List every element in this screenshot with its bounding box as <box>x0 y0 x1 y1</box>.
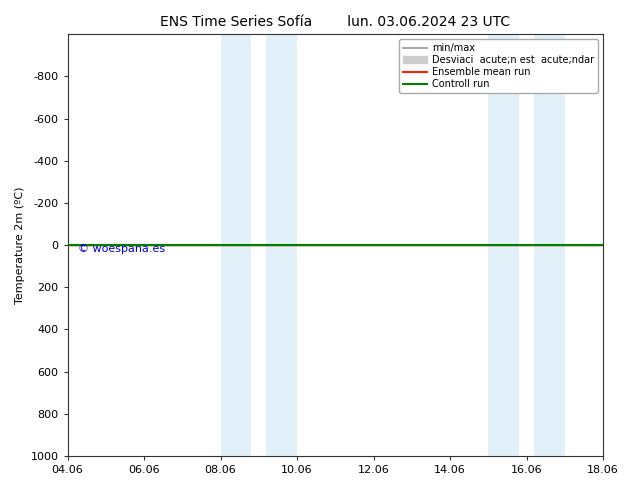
Y-axis label: Temperature 2m (ºC): Temperature 2m (ºC) <box>15 186 25 304</box>
Bar <box>534 34 565 456</box>
Bar <box>221 34 251 456</box>
Title: ENS Time Series Sofía        lun. 03.06.2024 23 UTC: ENS Time Series Sofía lun. 03.06.2024 23… <box>160 15 510 29</box>
Text: © woespana.es: © woespana.es <box>78 245 165 254</box>
Legend: min/max, Desviaci  acute;n est  acute;ndar, Ensemble mean run, Controll run: min/max, Desviaci acute;n est acute;ndar… <box>399 39 598 93</box>
Bar <box>488 34 519 456</box>
Bar <box>266 34 297 456</box>
